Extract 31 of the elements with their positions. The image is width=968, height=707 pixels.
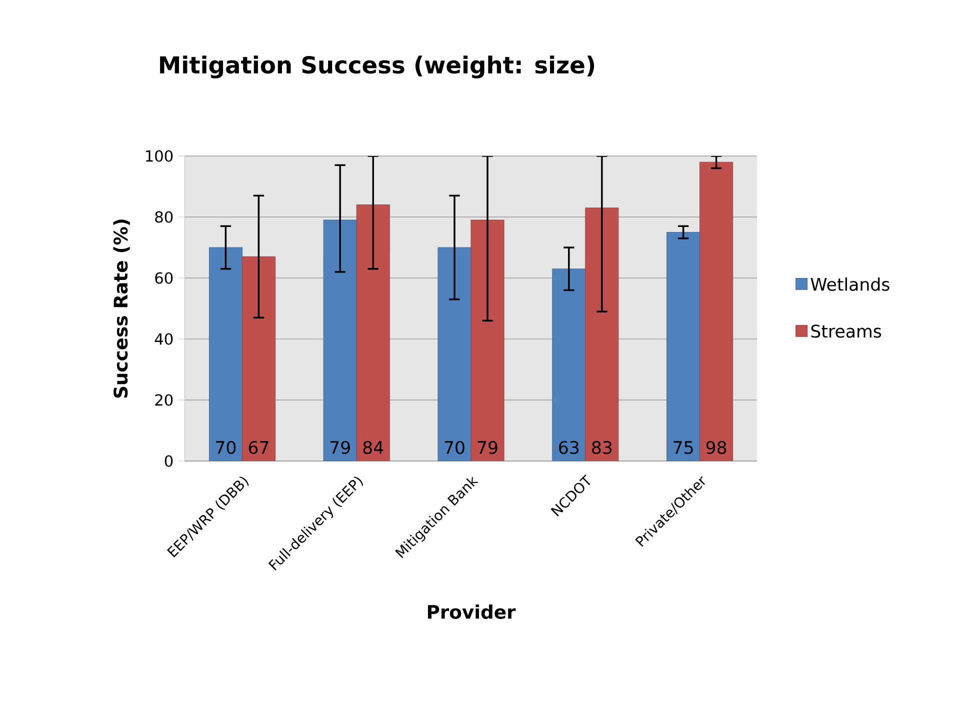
bar xyxy=(470,220,504,461)
data-label: 79 xyxy=(330,440,350,454)
data-label: 63 xyxy=(559,440,579,454)
bar xyxy=(356,204,390,461)
chart-title: Mitigation Success (weight: size) xyxy=(160,56,594,78)
y-tick-label: 60 xyxy=(155,272,173,284)
bar xyxy=(208,247,242,461)
y-tick-label: 0 xyxy=(164,455,173,467)
y-tick-label: 100 xyxy=(146,150,173,162)
data-label: 70 xyxy=(444,440,464,454)
bar xyxy=(323,220,357,461)
bar xyxy=(700,162,734,461)
data-label: 70 xyxy=(216,440,236,454)
data-label: 75 xyxy=(674,441,693,454)
data-label: 83 xyxy=(592,440,612,454)
bar xyxy=(552,268,586,461)
bar xyxy=(666,232,700,461)
x-axis-title: Provider xyxy=(428,604,516,619)
y-tick-label: 20 xyxy=(155,394,173,406)
bar xyxy=(438,247,472,461)
y-tick-label: 40 xyxy=(154,333,173,345)
data-label: 98 xyxy=(706,440,726,454)
legend-label: Streams xyxy=(811,324,882,338)
bar xyxy=(585,208,619,461)
data-label: 79 xyxy=(478,440,498,454)
y-tick-label: 80 xyxy=(155,211,173,223)
data-label: 67 xyxy=(248,440,268,454)
legend-label: Wetlands xyxy=(810,277,890,291)
y-axis-title: Success Rate (%) xyxy=(113,220,130,398)
data-label: 84 xyxy=(363,440,384,454)
bar xyxy=(242,256,276,461)
